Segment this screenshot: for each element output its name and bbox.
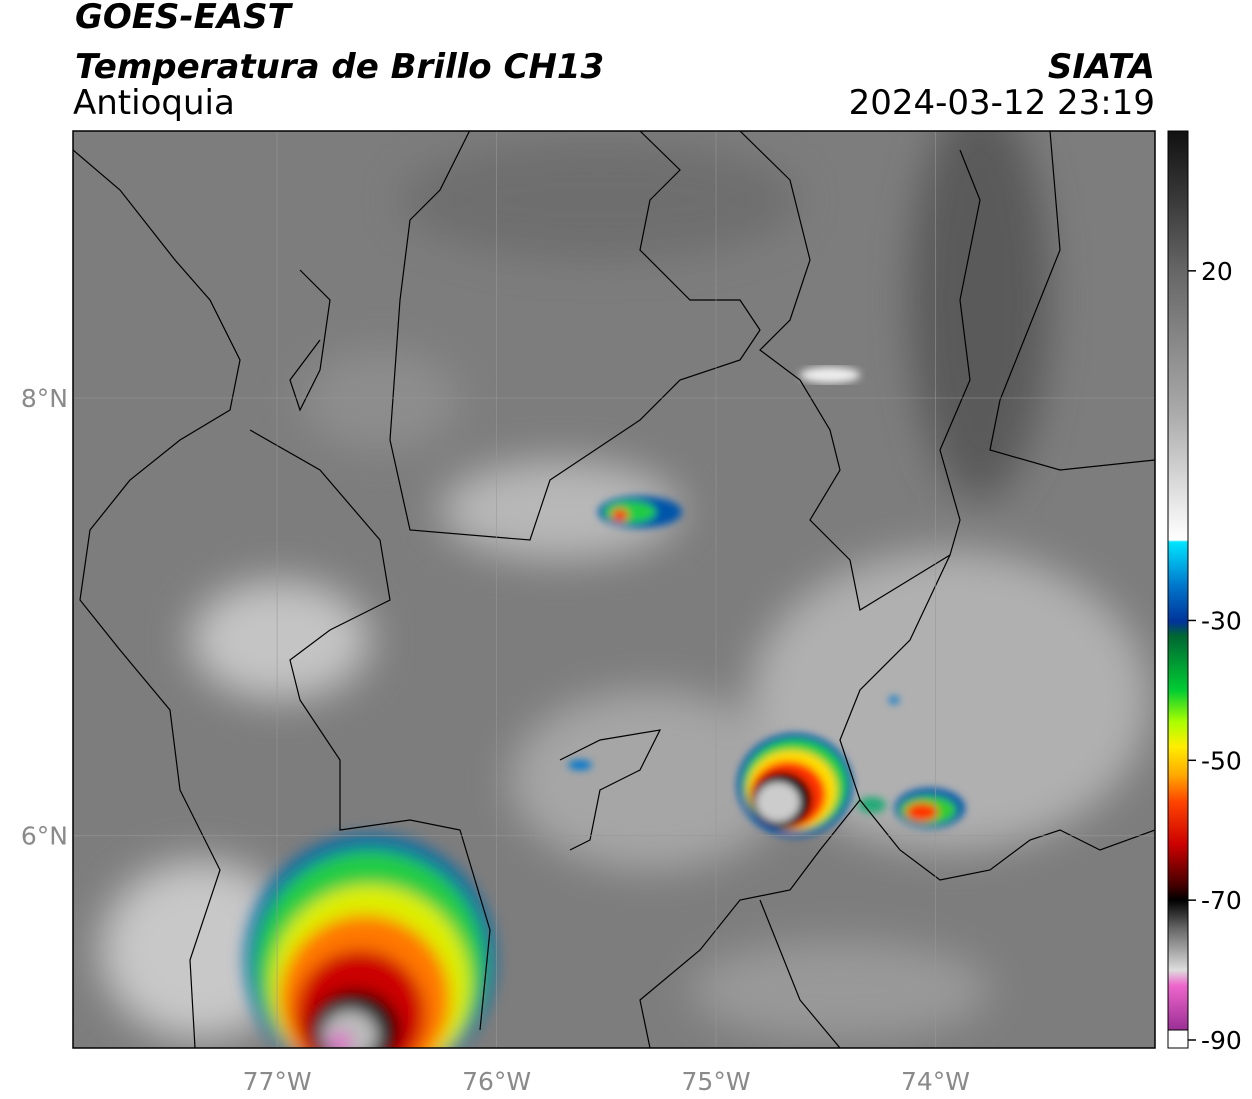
map-frame — [72, 130, 1156, 1049]
colorbar-tick-label: 20 — [1201, 257, 1233, 286]
lat-label: 6°N — [21, 822, 68, 851]
source: SIATA — [1048, 47, 1155, 87]
title: GOES-EAST — [75, 0, 294, 37]
timestamp: 2024-03-12 23:19 — [849, 83, 1155, 123]
lon-label: 74°W — [901, 1067, 970, 1096]
colorbar-tick-label: -30 — [1201, 606, 1242, 635]
colorbar-tick-label: -70 — [1201, 886, 1242, 915]
colorbar-extension — [1167, 1029, 1189, 1049]
colorbar — [1168, 131, 1188, 1040]
colorbar-tick-label: -90 — [1201, 1026, 1242, 1055]
lat-label: 8°N — [21, 384, 68, 413]
colorbar-tick-label: -50 — [1201, 746, 1242, 775]
lon-label: 77°W — [243, 1067, 312, 1096]
satellite-image — [73, 131, 1155, 1048]
borders — [73, 131, 1155, 1048]
subtitle: Temperatura de Brillo CH13 — [75, 47, 604, 87]
lon-label: 75°W — [682, 1067, 751, 1096]
region: Antioquia — [73, 83, 235, 123]
colorbar-frame — [1167, 130, 1189, 1049]
lon-label: 76°W — [462, 1067, 531, 1096]
